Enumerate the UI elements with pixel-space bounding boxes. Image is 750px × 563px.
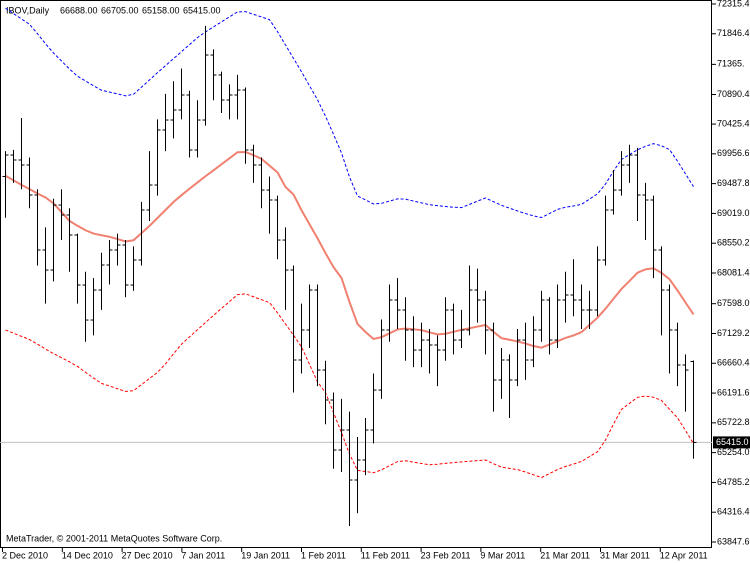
x-tick-label: 12 Apr 2011 <box>660 550 708 560</box>
y-tick-label: 71365. <box>717 59 745 69</box>
chart-symbol: IBOV,Daily <box>6 5 50 15</box>
x-tick-label: 23 Feb 2011 <box>421 550 471 560</box>
y-tick-label: 67598.0 <box>717 298 750 308</box>
x-tick-label: 1 Feb 2011 <box>301 550 346 560</box>
indicator-line <box>5 7 694 219</box>
x-tick-label: 7 Jan 2011 <box>181 550 225 560</box>
indicator-line <box>5 150 695 349</box>
header-high: 66705.00 <box>101 5 139 15</box>
y-tick-label: 64316.4 <box>717 507 750 517</box>
header-close: 65415.00 <box>183 5 221 15</box>
y-tick-label: 70425.4 <box>717 118 750 128</box>
copyright: MetaTrader, © 2001-2011 MetaQuotes Softw… <box>6 533 222 543</box>
x-tick-label: 2 Dec 2010 <box>2 550 48 560</box>
y-tick-label: 69487.8 <box>717 178 750 188</box>
x-tick-label: 19 Jan 2011 <box>241 550 290 560</box>
x-tick-label: 27 Dec 2010 <box>122 550 173 560</box>
y-tick-label: 64785.2 <box>717 477 750 487</box>
header-low: 65158.00 <box>142 5 180 15</box>
y-tick-label: 68550.2 <box>717 238 750 248</box>
y-tick-label: 69019.0 <box>717 208 750 218</box>
y-tick-label: 70890.4 <box>717 89 750 99</box>
x-tick-label: 14 Dec 2010 <box>62 550 113 560</box>
header-open: 66688.00 <box>60 5 98 15</box>
y-tick-label: 72315.4 <box>717 0 750 8</box>
x-tick-label: 21 Mar 2011 <box>540 550 590 560</box>
plot-frame <box>0 0 712 548</box>
x-tick-label: 11 Feb 2011 <box>361 550 410 560</box>
y-tick-label: 66660.4 <box>717 358 750 368</box>
x-tick-label: 31 Mar 2011 <box>600 550 650 560</box>
y-tick-label: 66191.6 <box>717 387 750 397</box>
current-price-label: 65415.0 <box>716 437 749 447</box>
y-tick-label: 67129.2 <box>717 328 750 338</box>
y-tick-label: 69956.6 <box>717 148 750 158</box>
y-tick-label: 71846.4 <box>717 28 750 38</box>
y-tick-label: 63847.6 <box>717 536 750 546</box>
y-tick-label: 65254.0 <box>717 447 750 457</box>
y-tick-label: 68081.4 <box>717 267 750 277</box>
y-tick-label: 65722.8 <box>717 417 750 427</box>
current-price-box <box>713 436 750 449</box>
x-tick-label: 9 Mar 2011 <box>480 550 525 560</box>
